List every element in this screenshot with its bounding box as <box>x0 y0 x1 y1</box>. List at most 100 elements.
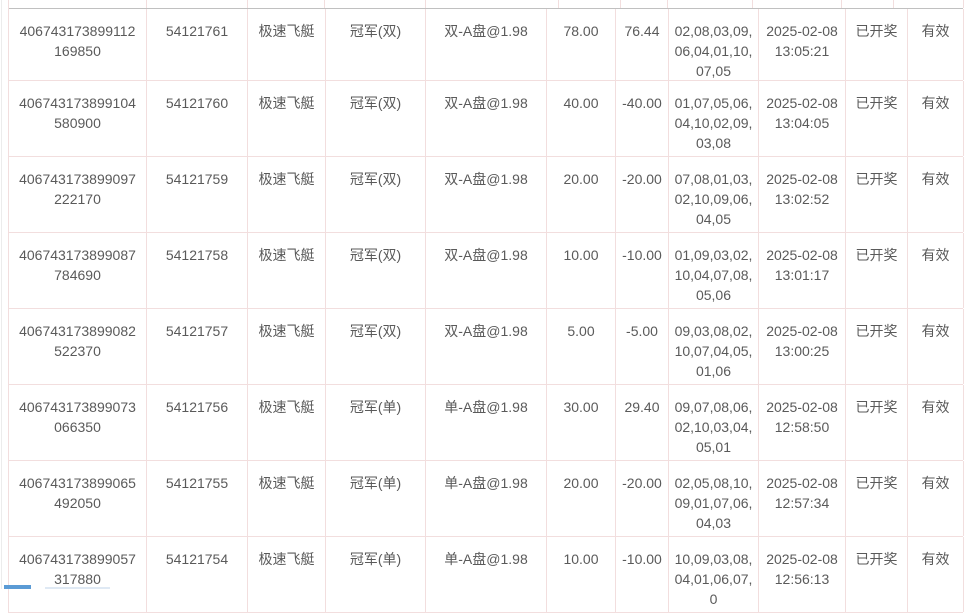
cell-draw-status: 已开奖 <box>846 461 908 536</box>
cell-valid-status: 有效 <box>908 461 964 536</box>
cell-draw-time: 2025-02-08 13:01:17 <box>759 233 846 308</box>
cell-lottery-name: 极速飞艇 <box>248 385 326 460</box>
cell-lottery-name: 极速飞艇 <box>248 81 326 156</box>
cell-bet-id: 54121760 <box>147 81 248 156</box>
bet-records-table: 406743173899112169850 54121761 极速飞艇 冠军(双… <box>8 0 963 613</box>
cell-win-loss: -10.00 <box>616 537 669 612</box>
cell-draw-numbers: 09,03,08,02,10,07,04,05,01,06 <box>669 309 759 384</box>
cell-play-type: 冠军(双) <box>326 157 426 232</box>
cell-bet-id: 54121761 <box>147 9 248 80</box>
header-cell-draw-numbers <box>668 0 753 8</box>
cell-draw-time: 2025-02-08 13:04:05 <box>759 81 846 156</box>
cell-bet-content: 双-A盘@1.98 <box>426 157 547 232</box>
header-cell-bet-content <box>426 0 559 8</box>
cell-order-no: 406743173899057317880 <box>9 537 147 612</box>
cell-order-no: 406743173899082522370 <box>9 309 147 384</box>
cell-draw-numbers: 01,07,05,06,04,10,02,09,03,08 <box>669 81 759 156</box>
table-row: 406743173899104580900 54121760 极速飞艇 冠军(双… <box>9 81 963 157</box>
cell-bet-id: 54121758 <box>147 233 248 308</box>
cell-win-loss: -5.00 <box>616 309 669 384</box>
table-row: 406743173899097222170 54121759 极速飞艇 冠军(双… <box>9 157 963 233</box>
cell-bet-content: 单-A盘@1.98 <box>426 461 547 536</box>
pagination-partial-element[interactable] <box>4 585 31 589</box>
cell-amount: 10.00 <box>547 537 616 612</box>
cell-bet-id: 54121759 <box>147 157 248 232</box>
cell-bet-id: 54121755 <box>147 461 248 536</box>
cell-draw-status: 已开奖 <box>846 233 908 308</box>
header-cell-lottery <box>248 0 325 8</box>
table-row: 406743173899073066350 54121756 极速飞艇 冠军(单… <box>9 385 963 461</box>
cell-play-type: 冠军(双) <box>326 9 426 80</box>
cell-draw-time: 2025-02-08 13:05:21 <box>759 9 846 80</box>
cell-play-type: 冠军(双) <box>326 233 426 308</box>
cell-order-no: 406743173899065492050 <box>9 461 147 536</box>
cell-draw-time: 2025-02-08 13:02:52 <box>759 157 846 232</box>
table-row: 406743173899057317880 54121754 极速飞艇 冠军(单… <box>9 537 963 613</box>
cell-draw-status: 已开奖 <box>846 9 908 80</box>
cell-amount: 30.00 <box>547 385 616 460</box>
cell-order-no: 406743173899104580900 <box>9 81 147 156</box>
cell-play-type: 冠军(单) <box>326 461 426 536</box>
cell-draw-status: 已开奖 <box>846 157 908 232</box>
cell-valid-status: 有效 <box>908 157 964 232</box>
cell-bet-content: 双-A盘@1.98 <box>426 81 547 156</box>
cell-amount: 10.00 <box>547 233 616 308</box>
cell-valid-status: 有效 <box>908 385 964 460</box>
cell-valid-status: 有效 <box>908 233 964 308</box>
cell-amount: 20.00 <box>547 461 616 536</box>
cell-bet-content: 双-A盘@1.98 <box>426 309 547 384</box>
cell-draw-status: 已开奖 <box>846 537 908 612</box>
cell-win-loss: 76.44 <box>616 9 669 80</box>
cell-lottery-name: 极速飞艇 <box>248 461 326 536</box>
table-row: 406743173899065492050 54121755 极速飞艇 冠军(单… <box>9 461 963 537</box>
cell-draw-time: 2025-02-08 12:58:50 <box>759 385 846 460</box>
table-row: 406743173899087784690 54121758 极速飞艇 冠军(双… <box>9 233 963 309</box>
cell-draw-numbers: 01,09,03,02,10,04,07,08,05,06 <box>669 233 759 308</box>
cell-bet-content: 双-A盘@1.98 <box>426 233 547 308</box>
cell-draw-numbers: 10,09,03,08,04,01,06,07,0 <box>669 537 759 612</box>
header-cell-valid-status <box>894 0 964 8</box>
cell-bet-content: 双-A盘@1.98 <box>426 9 547 80</box>
table-header-strip <box>9 0 963 9</box>
cell-play-type: 冠军(单) <box>326 537 426 612</box>
cell-lottery-name: 极速飞艇 <box>248 157 326 232</box>
cell-win-loss: -40.00 <box>616 81 669 156</box>
cell-draw-time: 2025-02-08 12:56:13 <box>759 537 846 612</box>
cell-draw-numbers: 02,08,03,09,06,04,01,10,07,05 <box>669 9 759 80</box>
cell-bet-content: 单-A盘@1.98 <box>426 385 547 460</box>
cell-valid-status: 有效 <box>908 309 964 384</box>
cell-play-type: 冠军(双) <box>326 309 426 384</box>
cell-lottery-name: 极速飞艇 <box>248 537 326 612</box>
cell-draw-time: 2025-02-08 13:00:25 <box>759 309 846 384</box>
header-cell-bet-id <box>147 0 248 8</box>
cell-amount: 78.00 <box>547 9 616 80</box>
cell-lottery-name: 极速飞艇 <box>248 9 326 80</box>
left-gutter-line <box>1 0 2 589</box>
cell-win-loss: -10.00 <box>616 233 669 308</box>
cell-bet-id: 54121754 <box>147 537 248 612</box>
header-cell-order-no <box>9 0 147 8</box>
header-cell-draw-time <box>753 0 842 8</box>
cell-amount: 5.00 <box>547 309 616 384</box>
cell-win-loss: 29.40 <box>616 385 669 460</box>
cell-order-no: 406743173899097222170 <box>9 157 147 232</box>
cell-win-loss: -20.00 <box>616 157 669 232</box>
cell-play-type: 冠军(单) <box>326 385 426 460</box>
cell-order-no: 406743173899087784690 <box>9 233 147 308</box>
table-row: 406743173899112169850 54121761 极速飞艇 冠军(双… <box>9 9 963 81</box>
cell-bet-id: 54121756 <box>147 385 248 460</box>
cell-draw-numbers: 07,08,01,03,02,10,09,06,04,05 <box>669 157 759 232</box>
cell-play-type: 冠军(双) <box>326 81 426 156</box>
table-body: 406743173899112169850 54121761 极速飞艇 冠军(双… <box>9 9 963 613</box>
header-cell-amount <box>559 0 621 8</box>
cell-order-no: 406743173899112169850 <box>9 9 147 80</box>
cell-order-no: 406743173899073066350 <box>9 385 147 460</box>
cell-valid-status: 有效 <box>908 81 964 156</box>
cell-valid-status: 有效 <box>908 537 964 612</box>
cell-lottery-name: 极速飞艇 <box>248 309 326 384</box>
header-cell-draw-status <box>842 0 894 8</box>
cell-valid-status: 有效 <box>908 9 964 80</box>
cell-draw-numbers: 02,05,08,10,09,01,07,06,04,03 <box>669 461 759 536</box>
cell-draw-status: 已开奖 <box>846 385 908 460</box>
cell-draw-status: 已开奖 <box>846 309 908 384</box>
